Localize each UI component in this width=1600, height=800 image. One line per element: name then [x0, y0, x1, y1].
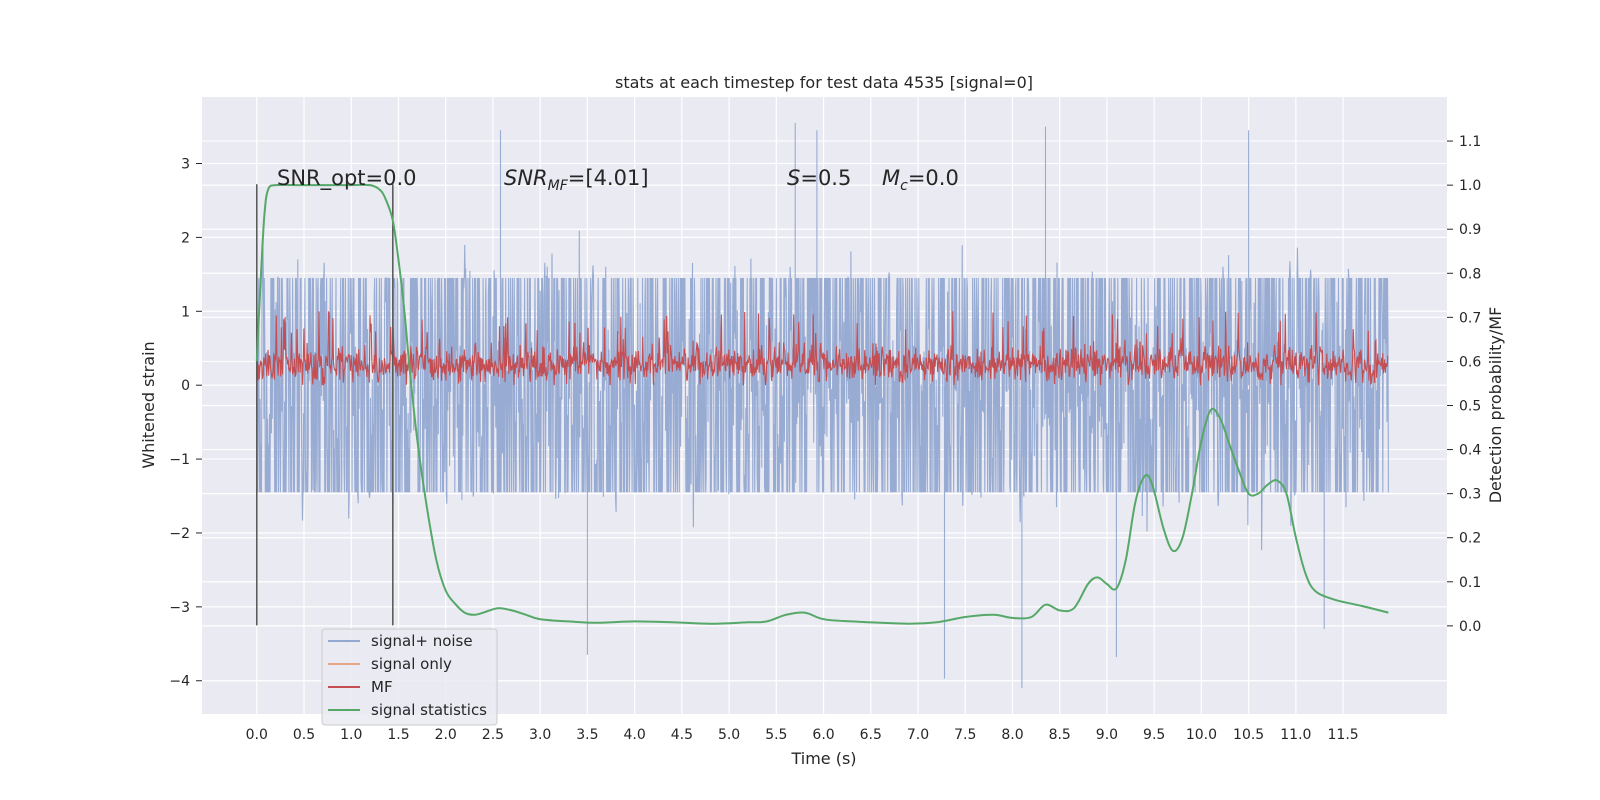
- annotation-s-value: =0.5: [800, 166, 851, 190]
- chart-title: stats at each timestep for test data 453…: [615, 73, 1033, 92]
- y-tick-label: −1: [169, 452, 190, 468]
- x-tick-label: 2.5: [482, 727, 504, 743]
- y-tick-label: −4: [169, 674, 190, 690]
- y2-tick-label: 0.1: [1459, 575, 1481, 591]
- y2-tick-label: 0.2: [1459, 531, 1481, 547]
- x-tick-label: 0.5: [293, 727, 315, 743]
- series-mf: [256, 310, 1389, 386]
- legend-label-signal-plus-noise: signal+ noise: [371, 632, 473, 650]
- annotation-snr-opt: SNR_opt=0.0: [277, 166, 417, 191]
- x-tick-label: 9.5: [1143, 727, 1165, 743]
- series-signal-plus-noise: [256, 122, 1389, 689]
- legend-box: [321, 628, 498, 726]
- legend: signal+ noise signal only MF signal stat…: [321, 628, 498, 726]
- y-tick-label: 1: [181, 304, 190, 320]
- y2-tick-label: 0.3: [1459, 487, 1481, 503]
- x-tick-label: 5.0: [718, 727, 740, 743]
- x-tick-label: 10.5: [1233, 727, 1264, 743]
- legend-label-mf: MF: [371, 678, 393, 696]
- annotation-mc-prefix: M: [882, 166, 900, 190]
- x-tick-label: 7.0: [907, 727, 929, 743]
- x-tick-label: 1.0: [340, 727, 362, 743]
- y2-tick-label: 0.8: [1459, 266, 1481, 282]
- y2-tick-label: 0.9: [1459, 222, 1481, 238]
- series-signal-statistics: [255, 183, 1389, 625]
- x-tick-label: 11.5: [1328, 727, 1359, 743]
- annotation-mc: Mc=0.0: [882, 166, 959, 194]
- x-tick-label: 4.5: [671, 727, 693, 743]
- annotation-snr-mf-value: =[4.01]: [568, 166, 649, 190]
- annotation-s: S=0.5: [787, 166, 851, 190]
- annotation-snr-mf-sub: MF: [548, 178, 569, 194]
- legend-label-signal-only: signal only: [371, 655, 452, 673]
- x-tick-label: 1.5: [387, 727, 409, 743]
- y-tick-label: 3: [181, 157, 190, 173]
- y-tick-label: −2: [169, 526, 190, 542]
- annotations: SNR_opt=0.0 SNRMF=[4.01] S=0.5 Mc=0.0: [277, 166, 959, 194]
- annotation-s-prefix: S: [787, 166, 800, 190]
- x-tick-label: 8.5: [1049, 727, 1071, 743]
- series-mf-line: [256, 310, 1389, 386]
- series-signal-plus-noise-line: [256, 122, 1389, 689]
- annotation-mc-value: =0.0: [908, 166, 959, 190]
- y2-tick-label: 0.4: [1459, 443, 1481, 459]
- legend-label-signal-statistics: signal statistics: [371, 701, 487, 719]
- y2-tick-label: 1.0: [1459, 178, 1481, 194]
- x-tick-label: 3.0: [529, 727, 551, 743]
- x-tick-label: 5.5: [765, 727, 787, 743]
- x-tick-label: 7.5: [954, 727, 976, 743]
- vertical-markers: [256, 184, 394, 626]
- x-axis-title: Time (s): [790, 749, 856, 768]
- x-tick-label: 2.0: [435, 727, 457, 743]
- y-tick-label: 0: [181, 378, 190, 394]
- y2-tick-label: 0.6: [1459, 354, 1481, 370]
- x-tick-label: 6.5: [860, 727, 882, 743]
- x-tick-label: 6.0: [812, 727, 834, 743]
- x-tick-labels: 0.0 0.5 1.0 1.5 2.0 2.5 3.0 3.5 4.0 4.5 5.0 5.5 6.0 6…: [246, 727, 1359, 743]
- x-tick-label: 11.0: [1280, 727, 1311, 743]
- y2-tick-label: 0.5: [1459, 399, 1481, 415]
- x-tick-label: 3.5: [576, 727, 598, 743]
- y-tick-label: −3: [169, 600, 190, 616]
- x-tick-label: 10.0: [1186, 727, 1217, 743]
- y-tick-label: 2: [181, 230, 190, 246]
- y2-tick-label: 1.1: [1459, 134, 1481, 150]
- x-tick-label: 4.0: [623, 727, 645, 743]
- y2-tick-label: 0.0: [1459, 619, 1481, 635]
- x-tick-label: 9.0: [1096, 727, 1118, 743]
- y-tick-labels: 3 2 1 0 −1 −2 −3 −4: [169, 157, 202, 690]
- y-axis-title: Whitened strain: [139, 341, 158, 468]
- x-tick-label: 8.0: [1001, 727, 1023, 743]
- series-signal-statistics-line: [255, 183, 1389, 625]
- y2-tick-labels: 1.1 1.0 0.9 0.8 0.7 0.6 0.5 0.4 0.3 0.2 0.1 0.0: [1447, 134, 1481, 635]
- y2-axis-title: Detection probability/MF: [1486, 307, 1505, 504]
- annotation-snr-mf: SNRMF=[4.01]: [504, 166, 649, 194]
- x-tick-label: 0.0: [246, 727, 268, 743]
- annotation-mc-sub: c: [900, 178, 908, 194]
- annotation-snr-mf-prefix: SNR: [504, 166, 548, 190]
- y2-tick-label: 0.7: [1459, 310, 1481, 326]
